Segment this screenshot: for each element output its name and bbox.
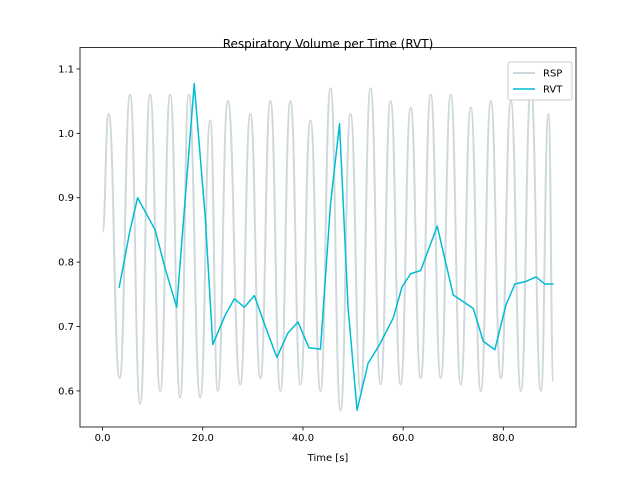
- x-axis-label: Time [s]: [307, 453, 349, 464]
- y-tick-label: 1.0: [58, 129, 74, 140]
- y-tick-label: 0.7: [58, 322, 74, 333]
- x-tick-label: 60.0: [392, 433, 414, 444]
- legend-label: RVT: [543, 85, 563, 96]
- y-tick-label: 0.6: [58, 386, 74, 397]
- x-tick-label: 80.0: [492, 433, 514, 444]
- x-tick-label: 20.0: [192, 433, 214, 444]
- plot-frame: [79, 47, 577, 428]
- y-tick-label: 1.1: [58, 64, 74, 75]
- series-line: [118, 83, 554, 412]
- series-line: [101, 87, 555, 412]
- x-tick-label: 0.0: [95, 433, 111, 444]
- y-tick-label: 0.8: [58, 258, 74, 269]
- chart-title: Respiratory Volume per Time (RVT): [223, 37, 434, 51]
- legend-label: RSP: [543, 69, 562, 80]
- legend-box: [507, 61, 573, 101]
- x-tick-label: 40.0: [292, 433, 314, 444]
- y-tick-label: 0.9: [58, 193, 74, 204]
